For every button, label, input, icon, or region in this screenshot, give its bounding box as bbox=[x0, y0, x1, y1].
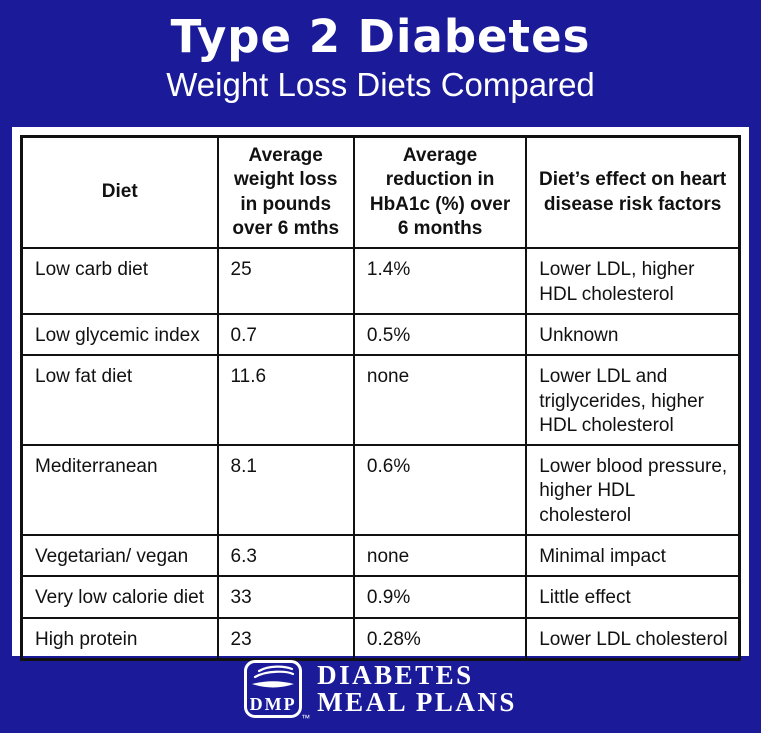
cell-diet: Low glycemic index bbox=[20, 312, 219, 357]
cell-heart-effect: Lower blood pressure, higher HDL cholest… bbox=[525, 444, 741, 537]
page-title: Type 2 Diabetes bbox=[170, 10, 591, 63]
table-row-mediterranean: Mediterranean 8.1 0.6% Lower blood press… bbox=[20, 444, 741, 537]
dmp-logo: DMP ™ bbox=[244, 660, 310, 723]
cell-diet: Low carb diet bbox=[20, 247, 219, 315]
header-row: Diet Average weight loss in pounds over … bbox=[20, 135, 741, 250]
comparison-table-panel: Diet Average weight loss in pounds over … bbox=[12, 127, 749, 661]
cell-weight-loss: 11.6 bbox=[216, 354, 355, 447]
cell-hba1c: none bbox=[352, 534, 528, 578]
cell-weight-loss: 23 bbox=[216, 616, 355, 661]
header-cell-weight-loss: Average weight loss in pounds over 6 mth… bbox=[216, 135, 355, 250]
cell-diet: Vegetarian/ vegan bbox=[20, 534, 219, 578]
cell-hba1c: 1.4% bbox=[352, 247, 528, 315]
table-row-low-glycemic: Low glycemic index 0.7 0.5% Unknown bbox=[20, 312, 741, 357]
table-row-low-fat: Low fat diet 11.6 none Lower LDL and tri… bbox=[20, 354, 741, 447]
plate-swoosh-icon bbox=[250, 664, 296, 696]
cell-hba1c: 0.6% bbox=[352, 444, 528, 537]
cell-diet: Mediterranean bbox=[20, 444, 219, 537]
cell-diet: Very low calorie diet bbox=[20, 575, 219, 619]
cell-heart-effect: Lower LDL, higher HDL cholesterol bbox=[525, 247, 741, 315]
brand-name: DIABETES MEAL PLANS bbox=[317, 662, 517, 716]
brand-line-diabetes: DIABETES bbox=[317, 660, 474, 690]
cell-weight-loss: 6.3 bbox=[216, 534, 355, 578]
trademark-symbol: ™ bbox=[301, 713, 311, 723]
header-cell-hba1c: Average reduction in HbA1c (%) over 6 mo… bbox=[352, 135, 528, 250]
table-row-vegetarian-vegan: Vegetarian/ vegan 6.3 none Minimal impac… bbox=[20, 534, 741, 578]
cell-weight-loss: 25 bbox=[216, 247, 355, 315]
cell-diet: High protein bbox=[20, 616, 219, 661]
cell-hba1c: none bbox=[352, 354, 528, 447]
cell-weight-loss: 8.1 bbox=[216, 444, 355, 537]
cell-hba1c: 0.28% bbox=[352, 616, 528, 661]
page-subtitle: Weight Loss Diets Compared bbox=[166, 66, 595, 103]
brand-line-meal-plans: MEAL PLANS bbox=[317, 687, 517, 717]
cell-hba1c: 0.5% bbox=[352, 312, 528, 357]
cell-heart-effect: Unknown bbox=[525, 312, 741, 357]
table-row-high-protein: High protein 23 0.28% Lower LDL choleste… bbox=[20, 616, 741, 661]
title-block: Type 2 Diabetes Weight Loss Diets Compar… bbox=[0, 0, 761, 103]
cell-heart-effect: Lower LDL and triglycerides, higher HDL … bbox=[525, 354, 741, 447]
dmp-logo-text: DMP bbox=[249, 694, 297, 714]
cell-heart-effect: Lower LDL cholesterol bbox=[525, 616, 741, 661]
footer-brand: DMP ™ DIABETES MEAL PLANS bbox=[0, 660, 761, 723]
cell-heart-effect: Minimal impact bbox=[525, 534, 741, 578]
diet-comparison-table: Diet Average weight loss in pounds over … bbox=[20, 135, 741, 661]
cell-weight-loss: 33 bbox=[216, 575, 355, 619]
cell-weight-loss: 0.7 bbox=[216, 312, 355, 357]
table-row-very-low-calorie: Very low calorie diet 33 0.9% Little eff… bbox=[20, 575, 741, 619]
header-cell-heart-effect: Diet’s effect on heart disease risk fact… bbox=[525, 135, 741, 250]
cell-hba1c: 0.9% bbox=[352, 575, 528, 619]
cell-diet: Low fat diet bbox=[20, 354, 219, 447]
header-cell-diet: Diet bbox=[20, 135, 219, 250]
cell-heart-effect: Little effect bbox=[525, 575, 741, 619]
table-row-low-carb: Low carb diet 25 1.4% Lower LDL, higher … bbox=[20, 247, 741, 315]
